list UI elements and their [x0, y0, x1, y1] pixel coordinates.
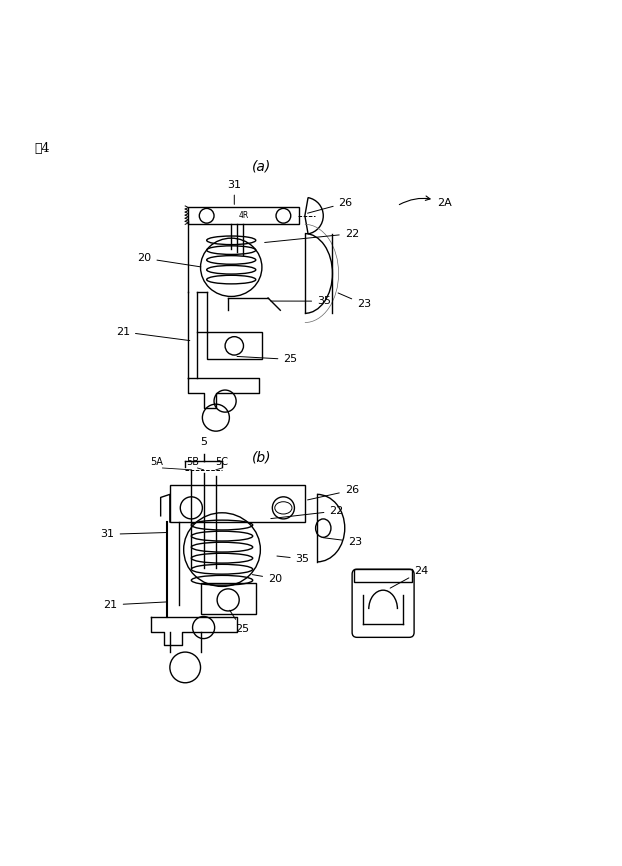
Text: 5B: 5B — [187, 456, 200, 467]
Text: 21: 21 — [104, 600, 167, 610]
Text: 35: 35 — [277, 554, 310, 564]
Text: 35: 35 — [271, 296, 331, 306]
Text: 5A: 5A — [150, 456, 163, 467]
Text: 21: 21 — [116, 326, 190, 340]
Text: 23: 23 — [323, 537, 362, 546]
Text: (b): (b) — [252, 450, 272, 464]
Text: 31: 31 — [227, 179, 241, 204]
Text: 5C: 5C — [215, 456, 228, 467]
Text: 5: 5 — [200, 436, 207, 447]
Text: 24: 24 — [390, 566, 429, 588]
Text: 図4: 図4 — [35, 141, 50, 154]
Text: 20: 20 — [137, 253, 201, 267]
Text: (a): (a) — [253, 159, 272, 173]
Text: 25: 25 — [237, 354, 297, 365]
Text: 31: 31 — [101, 529, 167, 540]
Text: 20: 20 — [253, 573, 282, 584]
Text: 25: 25 — [230, 611, 249, 635]
Text: 2A: 2A — [399, 196, 452, 208]
Text: 22: 22 — [271, 506, 344, 519]
Text: 4R: 4R — [238, 211, 249, 220]
Text: 26: 26 — [307, 198, 353, 213]
Text: 26: 26 — [307, 485, 359, 500]
Text: 22: 22 — [265, 229, 359, 242]
Text: 23: 23 — [338, 293, 371, 309]
